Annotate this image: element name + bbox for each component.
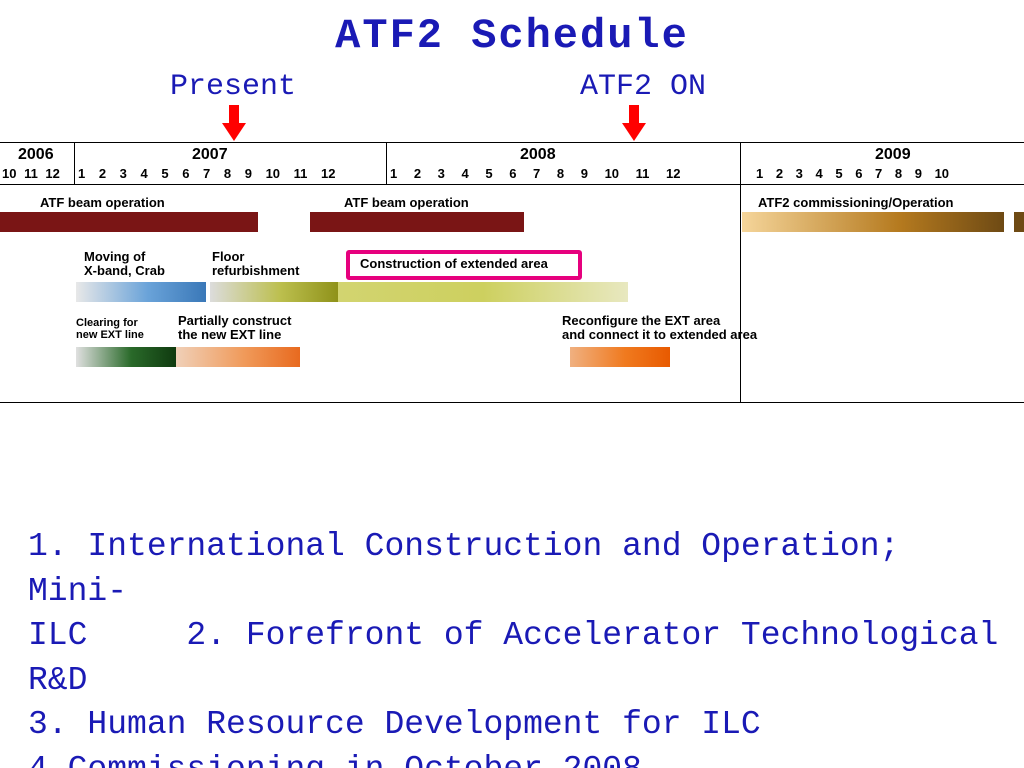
bar-atf2-comm-tail [1014, 212, 1024, 232]
label-partial-ext: Partially construct the new EXT line [178, 314, 291, 343]
arrow-present-head [222, 123, 246, 141]
bar-atf2-comm [742, 212, 1004, 232]
axis-bottom [0, 402, 1024, 403]
label-atf-beam-1: ATF beam operation [40, 196, 165, 210]
arrow-atf2on-head [622, 123, 646, 141]
bullet-4: 4 Commissioning in October 2008 [28, 748, 1004, 768]
label-reconfigure-ext: Reconfigure the EXT area and connect it … [562, 314, 757, 343]
bullets: 1. International Construction and Operat… [28, 525, 1004, 768]
year-2009: 2009 [875, 146, 911, 164]
label-atf2-comm: ATF2 commissioning/Operation [758, 196, 954, 210]
label-moving-xband: Moving of X-band, Crab [84, 250, 165, 279]
label-atf2on: ATF2 ON [580, 70, 706, 104]
page-title: ATF2 Schedule [0, 12, 1024, 60]
arrow-present-stem [229, 105, 239, 125]
year-2006: 2006 [18, 146, 54, 164]
year-2008: 2008 [520, 146, 556, 164]
highlight-box [346, 250, 582, 280]
months-2008: 1 2 3 4 5 6 7 8 9 10 11 12 [390, 166, 680, 181]
bullet-2: ILC 2. Forefront of Accelerator Technolo… [28, 614, 1004, 659]
bar-clearing-ext [76, 347, 176, 367]
bar-construction-ext [338, 282, 628, 302]
arrow-atf2on-stem [629, 105, 639, 125]
bar-floor-refurb [210, 282, 338, 302]
vline-3 [740, 142, 741, 402]
axis-top [0, 142, 1024, 143]
vline-2 [386, 142, 387, 184]
label-floor-refurb: Floor refurbishment [212, 250, 299, 279]
timeline: 2006 2007 2008 2009 10 11 12 1 2 3 4 5 6… [0, 142, 1024, 402]
bullet-1: 1. International Construction and Operat… [28, 525, 1004, 614]
label-present: Present [170, 70, 296, 104]
bullet-2b: R&D [28, 659, 1004, 704]
label-atf-beam-2: ATF beam operation [344, 196, 469, 210]
axis-months [0, 184, 1024, 185]
bar-atf-beam-2 [310, 212, 524, 232]
months-2007: 1 2 3 4 5 6 7 8 9 10 11 12 [78, 166, 335, 181]
bullet-3: 3. Human Resource Development for ILC [28, 703, 1004, 748]
label-clearing-ext: Clearing for new EXT line [76, 317, 144, 341]
year-2007: 2007 [192, 146, 228, 164]
bar-reconfigure-ext [570, 347, 670, 367]
bar-moving-xband [76, 282, 206, 302]
vline-1 [74, 142, 75, 184]
months-2006: 10 11 12 [2, 166, 60, 181]
months-2009: 1 2 3 4 5 6 7 8 9 10 [756, 166, 949, 181]
bar-partial-ext [176, 347, 300, 367]
bar-atf-beam-1 [0, 212, 258, 232]
